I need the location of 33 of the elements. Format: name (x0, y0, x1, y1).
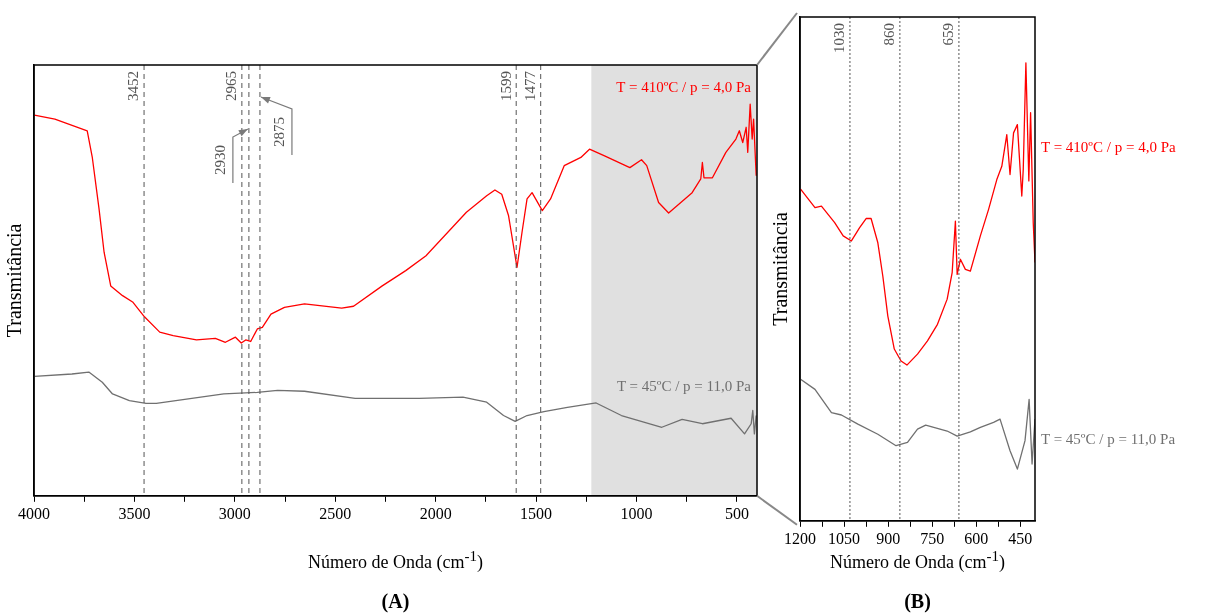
x-tick-label: 600 (964, 529, 989, 547)
text: (B) (904, 590, 931, 613)
x-tick-label: 500 (724, 504, 749, 522)
ref-line-label: 1599 (497, 71, 514, 101)
x-tick-label: 3000 (218, 504, 251, 522)
x-tick-label: 2000 (419, 504, 452, 522)
ref-line-label: 2875 (271, 117, 288, 147)
x-tick-label: 450 (1008, 529, 1033, 547)
ref-line-label: 2930 (212, 145, 229, 175)
x-tick-label: 4000 (18, 504, 50, 522)
x-tick-label: 1200 (784, 529, 816, 547)
x-tick-label: 750 (920, 529, 945, 547)
x-tick-label: 3500 (118, 504, 151, 522)
ref-line-label: 2965 (223, 71, 240, 101)
series-label: T = 45ºC / p = 11,0 Pa (616, 377, 752, 394)
series-label: T = 410ºC / p = 4,0 Pa (1041, 138, 1176, 155)
y-axis-title: Transmitância (769, 211, 792, 326)
x-axis-title: Número de Onda (cm$^{-1}$) (830, 548, 1005, 573)
x-tick-label: 1050 (828, 529, 861, 547)
ref-line-label: 1030 (831, 23, 848, 53)
text: (A) (381, 590, 410, 613)
x-tick-label: 1000 (620, 504, 653, 522)
ref-line-label: 659 (940, 23, 957, 46)
series-label: T = 45ºC / p = 11,0 Pa (1041, 431, 1176, 448)
x-tick-label: 2500 (319, 504, 352, 522)
ref-line-label: 1477 (522, 70, 539, 101)
x-tick-label: 1500 (520, 504, 553, 522)
y-axis-title: Transmitância (3, 223, 26, 338)
x-axis-title: Número de Onda (cm$^{-1}$) (308, 548, 483, 573)
x-tick-label: 900 (876, 529, 901, 547)
ref-line-label: 860 (881, 23, 898, 46)
series-label: T = 410ºC / p = 4,0 Pa (616, 79, 752, 96)
ref-line-label: 3452 (125, 71, 142, 101)
